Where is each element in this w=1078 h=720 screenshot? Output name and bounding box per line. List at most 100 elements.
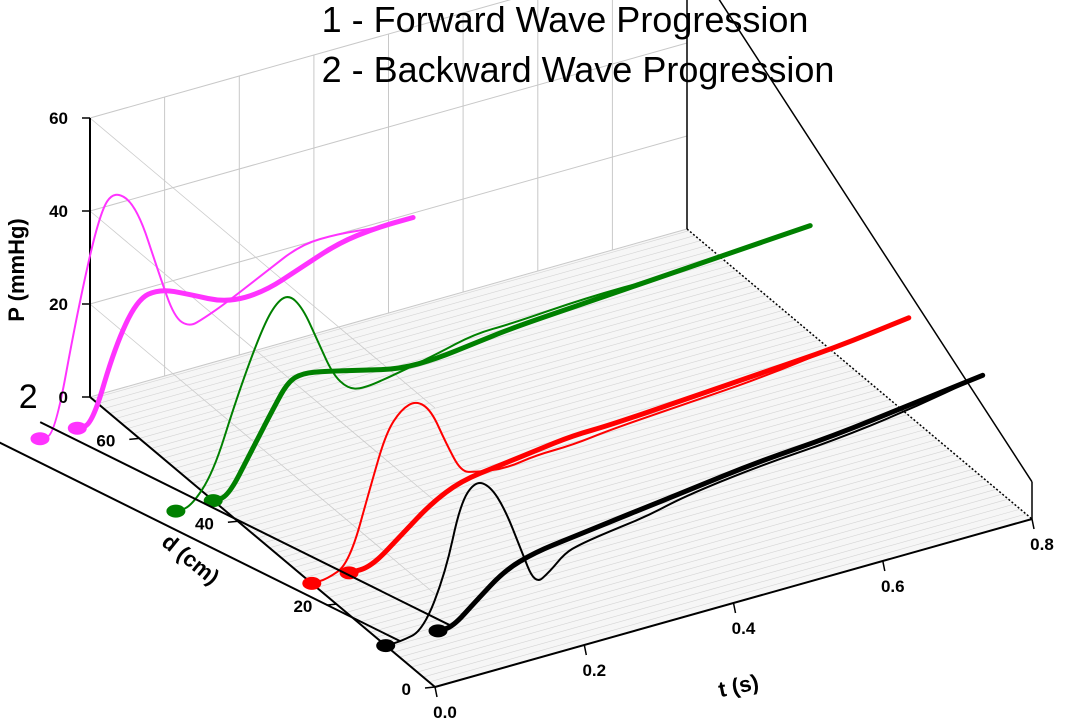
floor-grid-line (103, 240, 701, 409)
series-start-marker-0 (376, 639, 396, 653)
z-tick-label: 40 (49, 202, 68, 221)
floor-grid-line (411, 498, 1009, 668)
floor-grid-line (251, 364, 849, 534)
floor-grid-line (109, 245, 707, 414)
floor-grid-line (399, 488, 997, 658)
floor-grid-line (121, 255, 719, 424)
floor-grid-line (352, 449, 950, 618)
y-tick-mark (424, 686, 436, 689)
floor-grid-line (97, 235, 695, 404)
floor-grid-line (334, 434, 932, 603)
series-line-6 (39, 193, 415, 440)
z-tick-label: 20 (49, 295, 68, 314)
floor-grid-line (257, 369, 855, 539)
floor-grid-line (293, 399, 891, 568)
floor-grid-line (304, 409, 902, 578)
x-tick-mark (1031, 518, 1035, 530)
floor-grid-line (340, 439, 938, 608)
x-axis-label: t (s) (716, 669, 761, 702)
y-tick-mark (227, 520, 238, 524)
floor-grid-line (210, 329, 808, 499)
series-start-marker-1 (428, 624, 448, 638)
floor-grid-line (269, 379, 867, 549)
series-start-marker-5 (203, 494, 223, 508)
floor-grid-line (423, 508, 1021, 678)
floor-grid-line (405, 493, 1003, 663)
side-wall-grid-line (89, 303, 436, 595)
floor-grid-line (180, 304, 778, 474)
floor-grid-line (322, 424, 920, 593)
floor-plane (90, 229, 1032, 687)
x-axis-ticks: 0.0 0.2 0.4 0.6 0.8 (433, 518, 1054, 720)
floor-grid-line (381, 474, 979, 643)
floor-grid-line (204, 324, 802, 494)
z-tick-label: 0 (59, 388, 68, 407)
floor-grid-line (275, 384, 873, 554)
x-tick-mark (583, 644, 588, 656)
x-tick-mark (732, 602, 737, 614)
floor-grid-line (298, 404, 897, 573)
series-start-marker-2 (302, 576, 322, 590)
x-tick-label: 0.0 (433, 703, 457, 720)
floor-grid-line (186, 309, 784, 479)
x-tick-label: 0.2 (582, 661, 606, 680)
floor-grid-line (115, 250, 713, 419)
floor-grid-line (346, 444, 944, 613)
floor-grid-line (91, 230, 690, 399)
floor-grid-line (156, 285, 755, 454)
y-tick-label: 40 (195, 514, 214, 533)
floor-grid-line (245, 359, 843, 529)
marker-line-label-2: 2 (19, 378, 38, 416)
floor-grid-line (417, 503, 1015, 673)
floor-grid-line (198, 319, 796, 489)
back-wall-grid-line (89, 0, 512, 119)
floor-grid-line (363, 459, 962, 628)
floor-grid-line (369, 464, 967, 633)
floor-grid-line (145, 275, 743, 444)
series-line-4 (174, 224, 812, 513)
y-tick-label: 20 (293, 597, 312, 616)
series-start-marker-3 (339, 566, 359, 580)
floor-grid-line (192, 314, 790, 484)
series-start-marker-7 (67, 421, 87, 435)
series-line-7 (74, 215, 416, 431)
back-wall-grid-line (89, 135, 688, 305)
series-line-5 (210, 223, 813, 504)
y-tick-label: 0 (402, 680, 411, 699)
x-tick-label: 0.8 (1030, 535, 1054, 554)
d-axis-line (89, 396, 436, 688)
floor-grid-line (133, 265, 731, 434)
series-line-2 (310, 316, 910, 585)
z-axis-label: P (mmHg) (4, 218, 29, 322)
marker-line-2 (39, 421, 454, 628)
series-start-marker-4 (166, 504, 186, 518)
floor-grid-line (287, 394, 885, 563)
x-tick-mark (882, 560, 886, 572)
floor-grid-line (174, 300, 772, 469)
marker-lines: 12 (0, 378, 454, 643)
floor-grid-line (151, 280, 749, 449)
z-tick-label: 60 (49, 109, 68, 128)
back-wall-grid-line (89, 228, 688, 398)
side-wall-grid-line (89, 210, 436, 502)
series-line-1 (435, 372, 986, 634)
y-tick-label: 60 (96, 431, 115, 450)
floor-grid-line (393, 483, 991, 653)
floor-grid-line (387, 478, 985, 648)
floor-grid-line (429, 513, 1027, 683)
floor-grid-line (222, 339, 820, 509)
floor-grid-line (233, 349, 831, 519)
box-edge-dotted (686, 228, 1033, 520)
floor-grid-line (281, 389, 879, 558)
series-start-marker-6 (30, 432, 50, 446)
floor-grid-line (168, 295, 766, 464)
chart-grid (89, 0, 1033, 688)
y-axis-ticks: 0 20 40 60 (96, 431, 436, 699)
chart-title-line-1: 1 - Forward Wave Progression (322, 0, 809, 40)
floor-grid-line (227, 344, 826, 514)
chart-series (30, 193, 986, 653)
x-tick-label: 0.4 (732, 619, 756, 638)
y-tick-mark (129, 437, 140, 441)
x-tick-label: 0.6 (881, 577, 905, 596)
